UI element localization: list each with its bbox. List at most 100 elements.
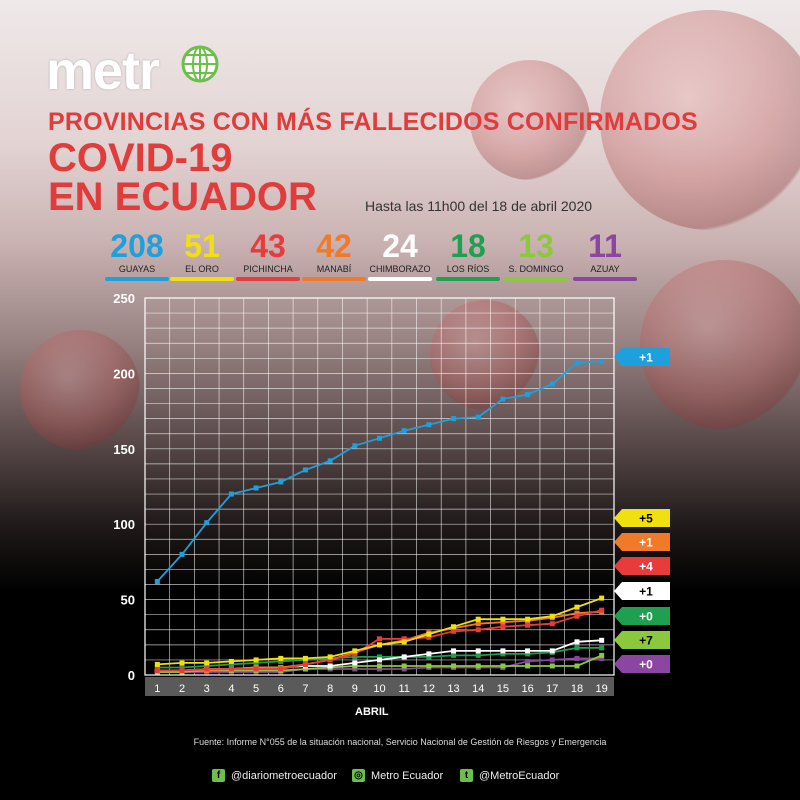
data-point [179,664,185,670]
facebook-handle: @diariometroecuador [231,769,337,782]
data-point [549,663,555,669]
x-axis-strip [145,677,614,696]
data-point [500,624,506,630]
data-point [228,661,234,667]
data-point [302,661,308,667]
twitter-link[interactable]: t @MetroEcuador [460,769,559,782]
stat-5: 18 LOS RÍOS [429,229,507,281]
data-point [525,658,531,664]
data-point [204,663,210,669]
data-point [228,666,234,672]
data-point [500,663,506,669]
data-point [154,661,160,667]
stat-3: 42 MANABÍ [295,229,373,281]
x-tick-label: 4 [228,683,234,695]
data-point [574,645,580,651]
stat-label: S. DOMINGO [508,264,564,274]
data-point [599,645,605,651]
stat-color-bar [236,277,300,281]
increment-label: +1 [639,536,653,550]
data-point [525,663,531,669]
data-point [549,381,555,387]
data-point [599,358,605,364]
data-point [253,666,259,672]
data-point [525,648,531,654]
facebook-icon: f [212,769,225,782]
y-tick-label: 200 [113,366,135,381]
data-point [179,667,185,673]
data-point [204,520,210,526]
stat-1: 51 EL ORO [163,229,241,281]
data-point [179,551,185,557]
virus-decoration [470,60,590,180]
stat-0: 208 GUAYAS [98,229,176,281]
stat-value: 11 [588,228,622,264]
data-point [253,485,259,491]
stat-label: AZUAY [590,264,620,274]
virus-decoration [640,260,800,430]
data-point [401,654,407,660]
increment-tag [614,348,670,366]
increment-label: +0 [639,610,653,624]
data-point [500,396,506,402]
data-point [599,652,605,658]
stat-value: 43 [250,228,286,264]
data-point [401,666,407,672]
data-point [278,658,284,664]
virus-decoration [430,300,540,410]
data-point [574,613,580,619]
data-point [599,637,605,643]
stat-color-bar [105,277,169,281]
data-point [599,655,605,661]
stat-6: 13 S. DOMINGO [497,229,575,281]
data-point [253,660,259,666]
x-tick-label: 17 [546,683,558,695]
increment-tag [614,631,670,649]
subtitle: Hasta las 11h00 del 18 de abril 2020 [365,198,593,214]
data-point [352,660,358,666]
data-point [525,616,531,622]
data-point [352,443,358,449]
data-point [574,360,580,366]
data-point [475,414,481,420]
data-point [500,651,506,657]
data-point [352,663,358,669]
instagram-handle: Metro Ecuador [371,769,444,782]
data-point [401,663,407,669]
stat-label: EL ORO [185,264,219,274]
facebook-link[interactable]: f @diariometroecuador [212,769,337,782]
instagram-link[interactable]: ◎ Metro Ecuador [352,769,443,782]
x-tick-label: 2 [179,683,185,695]
title-line-3: EN ECUADOR [48,175,317,219]
increment-label: +1 [639,585,653,599]
data-point [426,663,432,669]
y-tick-label: 150 [113,442,135,457]
x-tick-label: 1 [154,683,160,695]
data-point [549,657,555,663]
data-point [327,663,333,669]
data-point [401,428,407,434]
data-point [500,619,506,625]
x-tick-label: 12 [423,683,435,695]
twitter-handle: @MetroEcuador [479,769,560,782]
data-point [451,416,457,422]
stat-color-bar [368,277,432,281]
data-point [599,607,605,613]
x-tick-label: 10 [373,683,385,695]
x-tick-label: 16 [521,683,533,695]
stat-label: MANABÍ [316,264,352,274]
series-line-guayas [156,360,602,583]
increment-tag [614,509,670,527]
y-tick-label: 100 [113,517,135,532]
data-point [475,621,481,627]
data-point [401,636,407,642]
data-point [278,479,284,485]
data-point [451,663,457,669]
data-point [475,627,481,633]
data-point [228,491,234,497]
x-tick-label: 14 [472,683,484,695]
data-point [574,604,580,610]
y-tick-label: 250 [113,291,135,306]
data-point [302,666,308,672]
